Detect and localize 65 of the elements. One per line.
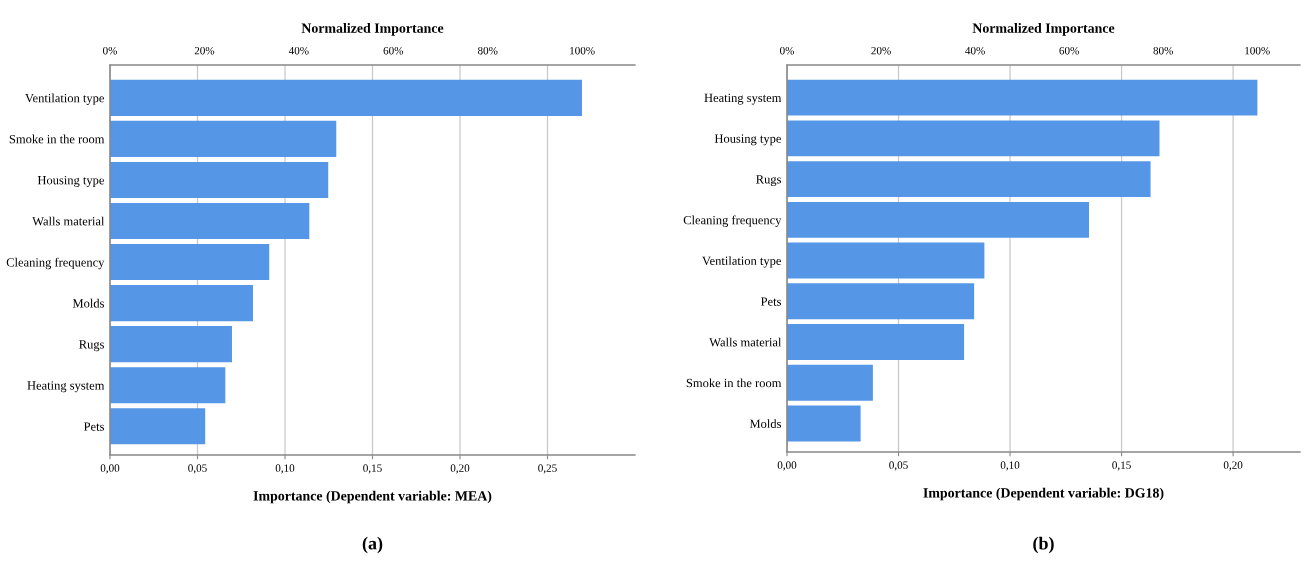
bar <box>110 120 337 157</box>
bar <box>110 367 226 404</box>
y-tick-label: Walls material <box>709 337 782 347</box>
y-tick-label: Ventilation type <box>702 256 782 268</box>
bar <box>787 324 965 360</box>
x2-tick-label: 0% <box>780 46 795 55</box>
x2-tick-label: 20% <box>871 46 891 55</box>
y-tick-label: Cleaning frequency <box>6 257 105 270</box>
text: (b) <box>1033 536 1054 554</box>
x-tick-label: 0,05 <box>889 461 908 471</box>
bar <box>787 405 861 442</box>
bar <box>787 201 1089 238</box>
x2-tick-label: 0% <box>103 46 118 55</box>
y-tick-label: Housing type <box>37 175 105 187</box>
bar <box>110 326 232 363</box>
x2-axis-title: Normalized Importance <box>301 23 444 36</box>
bar <box>787 283 975 320</box>
x2-tick-label: 80% <box>477 46 498 55</box>
bar <box>787 120 1160 157</box>
bar <box>110 243 270 281</box>
x-tick-label: 0,05 <box>188 464 207 474</box>
bar <box>110 161 329 199</box>
x2-tick-label: 100% <box>1245 46 1270 55</box>
x-tick-label: 0,20 <box>1223 461 1243 471</box>
x-tick-label: 0,25 <box>538 464 557 474</box>
bar <box>110 285 253 322</box>
bar <box>110 408 206 445</box>
x2-tick-label: 80% <box>1153 46 1173 55</box>
x-tick-label: 0,15 <box>363 464 382 474</box>
x2-tick-label: 60% <box>383 46 404 55</box>
x2-tick-label: 20% <box>194 46 215 55</box>
x-axis-title: Importance (Dependent variable: DG18) <box>923 487 1164 501</box>
bar <box>787 161 1151 197</box>
bar <box>110 79 582 116</box>
y-tick-label: Molds <box>749 419 781 428</box>
y-tick-label: Housing type <box>714 134 782 146</box>
y-tick-label: Pets <box>83 422 104 431</box>
y-tick-label: Smoke in the room <box>686 378 782 388</box>
x2-axis-title: Normalized Importance <box>972 23 1115 36</box>
y-tick-label: Ventilation type <box>25 93 105 105</box>
x-axis-title: Importance (Dependent variable: MEA) <box>253 490 492 504</box>
y-tick-label: Walls material <box>32 216 105 226</box>
y-tick-label: Molds <box>72 298 104 308</box>
text: (a) <box>362 536 383 554</box>
y-tick-label: Pets <box>760 297 781 306</box>
bar <box>787 79 1258 116</box>
bar <box>110 202 310 240</box>
x-tick-label: 0,15 <box>1112 461 1131 471</box>
x-tick-label: 0,10 <box>1000 461 1020 471</box>
bar <box>787 242 985 279</box>
y-tick-label: Smoke in the room <box>9 134 105 144</box>
y-tick-label: Rugs <box>79 340 104 352</box>
x-tick-label: 0,00 <box>100 464 120 474</box>
y-tick-label: Rugs <box>756 175 781 187</box>
x-tick-label: 0,20 <box>450 464 470 474</box>
x2-tick-label: 60% <box>1059 46 1079 55</box>
y-tick-label: Heating system <box>704 93 782 105</box>
x2-tick-label: 40% <box>288 46 309 55</box>
y-tick-label: Heating system <box>27 381 105 393</box>
bar <box>787 364 873 401</box>
x2-tick-label: 40% <box>965 46 985 55</box>
x-tick-label: 0,10 <box>275 464 295 474</box>
y-tick-label: Cleaning frequency <box>683 215 782 227</box>
x-tick-label: 0,00 <box>777 461 797 471</box>
x2-tick-label: 100% <box>570 46 595 55</box>
